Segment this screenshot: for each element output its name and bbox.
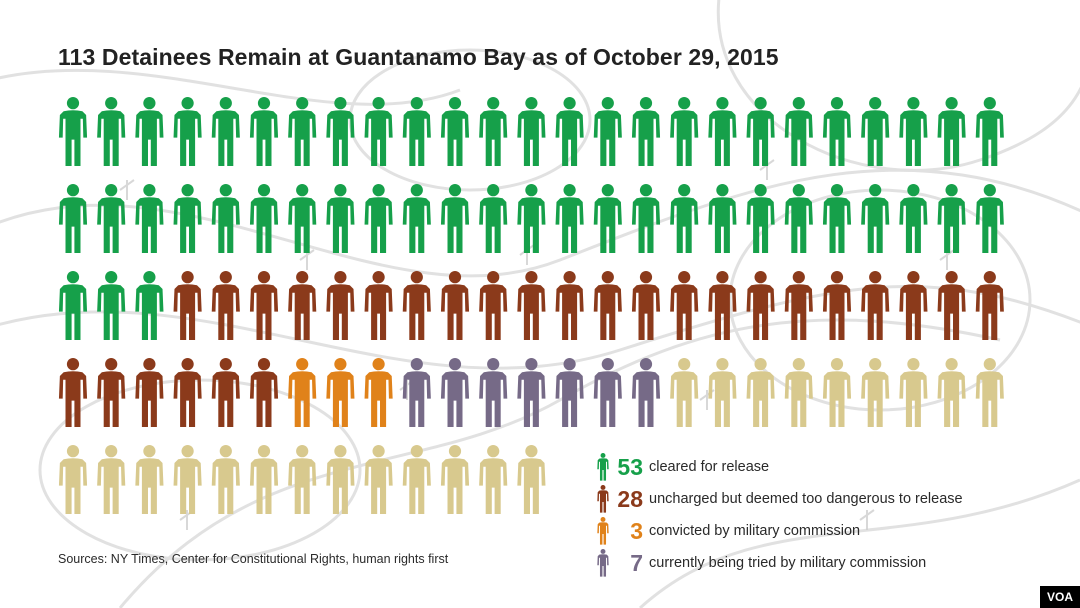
person-icon: [135, 445, 164, 515]
person-icon: [211, 445, 240, 515]
person-icon: [211, 97, 240, 167]
person-icon: [58, 445, 88, 515]
person-icon: [402, 358, 431, 428]
legend-value: 3: [630, 517, 643, 544]
person-icon: [135, 184, 164, 254]
person-icon: [97, 445, 126, 515]
person-icon: [58, 271, 88, 341]
person-icon: [249, 184, 279, 254]
person-icon: [555, 97, 584, 167]
person-icon: [326, 97, 355, 167]
person-icon: [326, 358, 355, 428]
person-icon: [173, 97, 202, 167]
person-icon: [402, 445, 431, 515]
person-icon: [58, 358, 88, 428]
person-icon: [479, 445, 508, 515]
person-icon: [135, 97, 164, 167]
person-icon: [597, 453, 609, 481]
person-icon: [211, 271, 240, 341]
legend-value: 7: [630, 549, 643, 576]
person-icon: [597, 485, 609, 513]
person-icon: [97, 97, 126, 167]
legend-item-convicted: 3 convicted by military commission: [596, 516, 860, 546]
legend-label: convicted by military commission: [649, 523, 861, 539]
legend-value: 28: [617, 485, 643, 512]
person-icon: [326, 271, 355, 341]
person-icon: [555, 271, 584, 341]
legend-value: 53: [617, 453, 643, 480]
person-icon: [597, 517, 609, 545]
person-icon: [326, 445, 355, 515]
person-icon: [249, 445, 279, 515]
person-icon: [402, 184, 431, 254]
legend-item-being-tried: 7 currently being tried by military comm…: [596, 548, 926, 578]
person-icon: [288, 358, 317, 428]
person-icon: [440, 358, 470, 428]
person-icon: [211, 358, 240, 428]
person-icon: [479, 358, 508, 428]
person-icon: [517, 97, 546, 167]
person-icon: [364, 358, 393, 428]
person-icon: [517, 271, 546, 341]
chart-title: 113 Detainees Remain at Guantanamo Bay a…: [58, 44, 779, 70]
legend-label: cleared for release: [649, 459, 770, 475]
person-icon: [211, 184, 240, 254]
person-icon: [555, 358, 584, 428]
person-icon: [173, 445, 202, 515]
person-icon: [249, 271, 279, 341]
person-icon: [173, 271, 202, 341]
person-icon: [288, 445, 317, 515]
legend-item-cleared: 53 cleared for release: [596, 452, 769, 482]
source-note: Sources: NY Times, Center for Constituti…: [58, 552, 449, 566]
person-icon: [364, 445, 393, 515]
person-icon: [479, 184, 508, 254]
person-icon: [249, 97, 279, 167]
person-icon: [58, 97, 88, 167]
person-icon: [402, 271, 431, 341]
person-icon: [288, 184, 317, 254]
person-icon: [440, 184, 470, 254]
person-icon: [288, 97, 317, 167]
person-icon: [288, 271, 317, 341]
person-icon: [364, 97, 393, 167]
legend-item-uncharged: 28 uncharged but deemed too dangerous to…: [596, 484, 963, 514]
person-icon: [479, 97, 508, 167]
person-icon: [364, 184, 393, 254]
person-icon: [517, 358, 546, 428]
legend: 53 cleared for release 28 uncharged but …: [596, 0, 1056, 608]
person-icon: [597, 549, 609, 577]
person-icon: [97, 271, 126, 341]
person-icon: [97, 358, 126, 428]
person-icon: [326, 184, 355, 254]
person-icon: [517, 184, 546, 254]
person-icon: [517, 445, 546, 515]
person-icon: [479, 271, 508, 341]
legend-label: currently being tried by military commis…: [649, 555, 927, 571]
legend-label: uncharged but deemed too dangerous to re…: [649, 491, 963, 507]
person-icon: [135, 358, 164, 428]
person-icon: [135, 271, 164, 341]
person-icon: [555, 184, 584, 254]
person-icon: [97, 184, 126, 254]
person-icon: [402, 97, 431, 167]
voa-logo: VOA: [1040, 586, 1080, 608]
person-icon: [173, 358, 202, 428]
person-icon: [249, 358, 279, 428]
person-icon: [173, 184, 202, 254]
person-icon: [440, 97, 470, 167]
person-icon: [58, 184, 88, 254]
person-icon: [440, 271, 470, 341]
person-icon: [440, 445, 470, 515]
person-icon: [364, 271, 393, 341]
